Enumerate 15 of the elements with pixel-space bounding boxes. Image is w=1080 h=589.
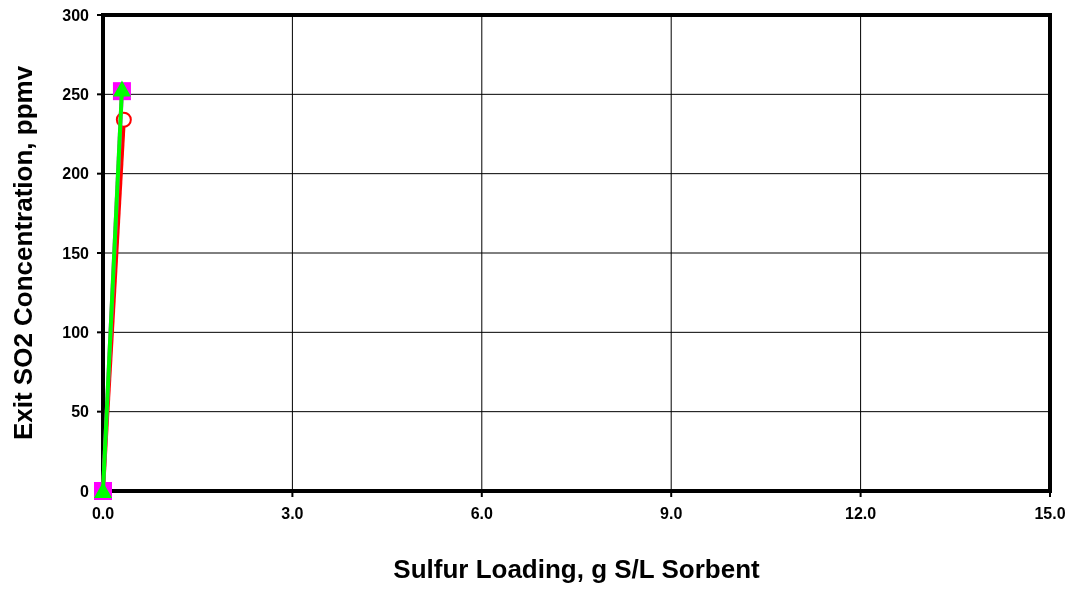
y-tick-label: 50 [71, 403, 90, 421]
y-axis-title: Exit SO2 Concentration, ppmv [8, 65, 38, 441]
x-tick-label: 15.0 [1034, 505, 1066, 522]
y-tick-label: 100 [62, 323, 90, 341]
x-tick-label: 0.0 [91, 505, 115, 522]
y-tick-label: 150 [62, 244, 90, 262]
x-tick-label: 6.0 [470, 505, 494, 522]
y-tick-label: 250 [62, 85, 90, 103]
x-tick-label: 3.0 [281, 505, 304, 522]
x-tick-label: 12.0 [845, 505, 877, 522]
x-tick-label: 9.0 [660, 505, 683, 522]
y-tick-label: 0 [80, 482, 90, 500]
x-axis-title: Sulfur Loading, g S/L Sorbent [393, 554, 761, 584]
y-tick-label: 200 [62, 165, 90, 183]
y-tick-label: 300 [62, 6, 90, 24]
